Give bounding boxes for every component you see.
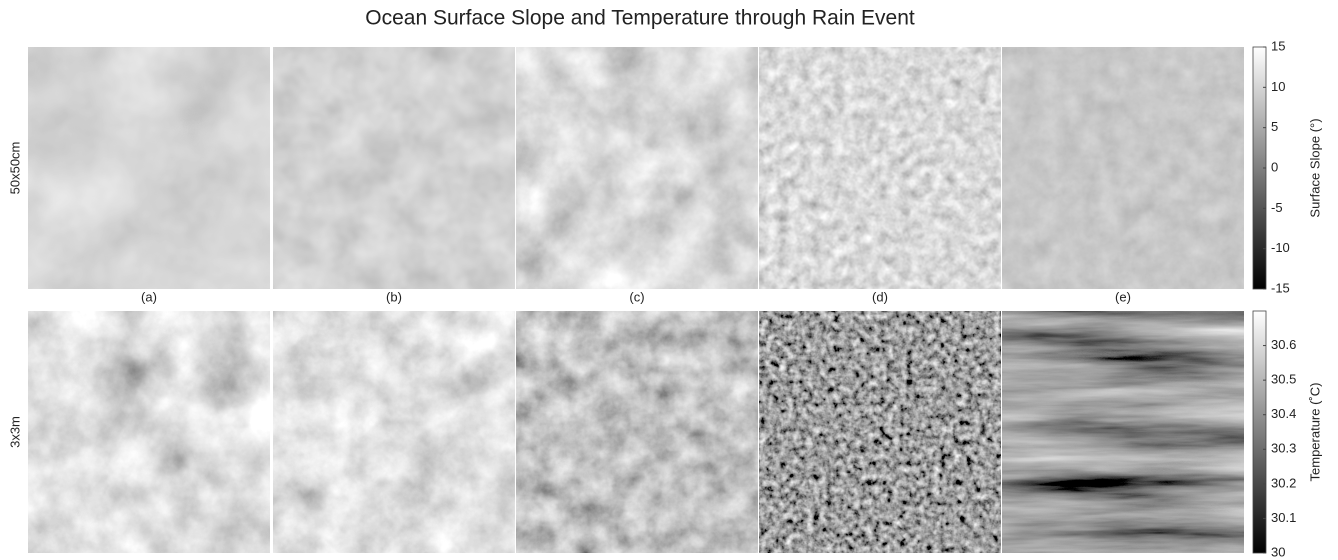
colorbar-tick-label: 30.1: [1271, 510, 1296, 525]
colorbar-tick-label: 30: [1271, 544, 1285, 559]
colorbar-tick-label: 30.5: [1271, 372, 1296, 387]
panel-image: [273, 311, 515, 553]
figure: Ocean Surface Slope and Temperature thro…: [0, 0, 1338, 560]
colorbar-tick-label: 5: [1271, 119, 1278, 134]
colorbar-tick-label: 30.6: [1271, 337, 1296, 352]
colorbar-tick-label: -10: [1271, 240, 1290, 255]
colorbar-tick-label: -5: [1271, 200, 1283, 215]
figure-title: Ocean Surface Slope and Temperature thro…: [365, 7, 915, 30]
panel-label: (e): [1115, 289, 1131, 304]
row-label: 3x3m: [7, 416, 22, 448]
panel-image: [28, 311, 270, 553]
colorbar-tick-label: 30.2: [1271, 475, 1296, 490]
panel-label: (c): [629, 289, 644, 304]
panel-image: [516, 47, 758, 289]
panel-image: [759, 47, 1001, 289]
row-label: 50x50cm: [7, 142, 22, 195]
panel-image: [273, 47, 515, 289]
panel-image: [1002, 47, 1244, 289]
panel-image: [516, 311, 758, 553]
panel-label: (d): [872, 289, 888, 304]
panel-image: [1002, 311, 1244, 553]
colorbar-tick-label: 30.3: [1271, 441, 1296, 456]
colorbar-label: Surface Slope (°): [1307, 118, 1322, 217]
colorbar-tick-label: 0: [1271, 159, 1278, 174]
colorbar-tick-label: 10: [1271, 79, 1285, 94]
panel-label: (a): [141, 289, 157, 304]
colorbar-tick-label: -15: [1271, 280, 1290, 295]
colorbar-tick-label: 15: [1271, 38, 1285, 53]
panel-label: (b): [386, 289, 402, 304]
colorbar-label: Temperature (˚C): [1307, 383, 1322, 482]
colorbar-tick-label: 30.4: [1271, 406, 1296, 421]
panel-image: [759, 311, 1001, 553]
page: {"title": "Ocean Surface Slope and Tempe…: [0, 0, 1338, 560]
colorbar: [1253, 311, 1266, 553]
panel-image: [28, 47, 270, 289]
